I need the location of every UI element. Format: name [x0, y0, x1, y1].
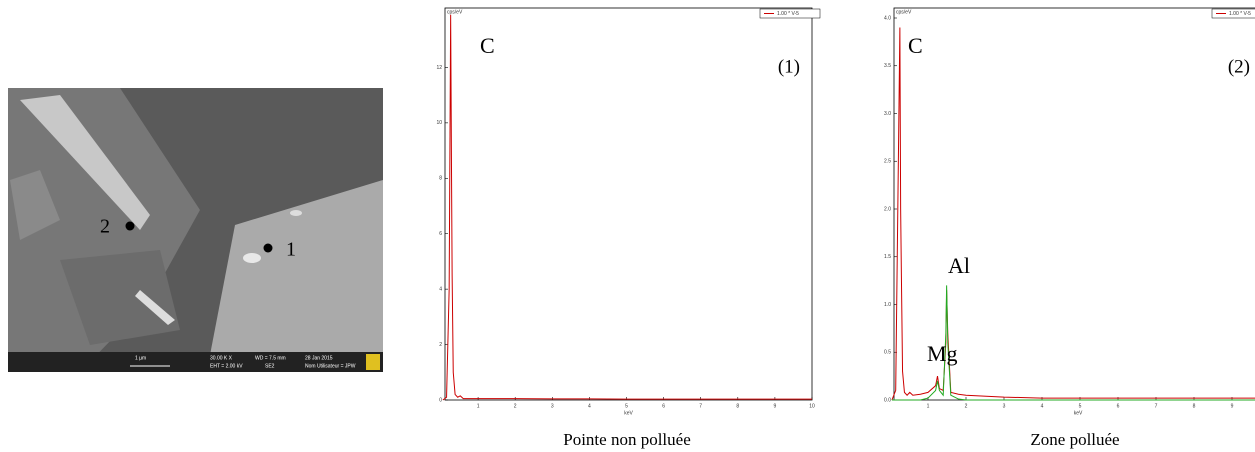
y-tick-label: 6 [439, 231, 442, 237]
x-tick-label: 8 [1193, 403, 1196, 409]
legend-label: 1.00 * V-5 [1229, 11, 1251, 17]
x-axis-label: keV [1074, 410, 1083, 416]
x-tick-label: 9 [774, 403, 777, 409]
point-marker [263, 243, 273, 253]
point-label: 2 [100, 216, 110, 238]
spectrum-line [442, 14, 812, 401]
sem-info-text: 1 µm [135, 355, 146, 361]
x-axis-label: keV [624, 410, 633, 416]
spectrum-line [891, 285, 1255, 401]
sem-info: 1 µm 30.00 K X WD = 7.5 mm 28 Jan 2015 EHT =… [130, 355, 356, 369]
sem-info-text: Nom Utilisateur = JPW [305, 363, 356, 369]
x-tick-label: 9 [1231, 403, 1234, 409]
peak-label: Al [948, 253, 970, 278]
x-tick-label: 5 [1079, 403, 1082, 409]
x-tick-label: 1 [477, 403, 480, 409]
caption: Zone polluée [1030, 430, 1119, 449]
y-tick-label: 1.0 [884, 302, 891, 308]
sem-info-text: 28 Jan 2015 [305, 355, 333, 361]
sem-info-text: EHT = 2.00 kV [210, 363, 243, 369]
legend-label: 1.00 * V-5 [777, 11, 799, 17]
x-tick-label: 3 [1003, 403, 1006, 409]
point-marker [125, 221, 135, 231]
y-tick-label: 0.0 [884, 397, 891, 403]
y-tick-label: 0 [439, 397, 442, 403]
x-tick-label: 5 [625, 403, 628, 409]
peak-label: C [908, 33, 923, 58]
y-tick-label: 0.5 [884, 350, 891, 356]
y-tick-label: 4 [439, 286, 442, 292]
sem-info-text: WD = 7.5 mm [255, 355, 286, 361]
y-tick-label: 2 [439, 342, 442, 348]
y-tick-label: 1.5 [884, 254, 891, 260]
y-tick-label: 3.5 [884, 63, 891, 69]
y-tick-label: 3.0 [884, 111, 891, 117]
x-tick-label: 3 [551, 403, 554, 409]
y-axis-label: cps/eV [896, 9, 912, 15]
y-tick-label: 4.0 [884, 15, 891, 21]
x-tick-label: 1 [927, 403, 930, 409]
x-tick-label: 7 [1155, 403, 1158, 409]
legend-box [1211, 8, 1255, 19]
chart: 0.0 0.5 1.0 1.5 2.0 2.5 3.0 3.5 4.0 1 2 3 4 5 6 7 8 9 cps/… [884, 7, 1255, 449]
sem-info-text: SE2 [265, 363, 275, 369]
x-tick-label: 6 [662, 403, 665, 409]
y-tick-label: 10 [436, 120, 442, 126]
x-tick-label: 2 [514, 403, 517, 409]
legend-box [759, 8, 821, 19]
y-tick-label: 2.0 [884, 206, 891, 212]
y-tick-label: 8 [439, 176, 442, 182]
x-tick-label: 7 [699, 403, 702, 409]
x-tick-label: 4 [1041, 403, 1044, 409]
panel-tag: (1) [778, 56, 800, 77]
plot-frame [444, 7, 813, 401]
sem-image [8, 88, 383, 372]
x-tick-label: 2 [965, 403, 968, 409]
y-axis-label: cps/eV [447, 9, 463, 15]
x-tick-label: 10 [809, 403, 815, 409]
peak-label: C [480, 33, 495, 58]
sem-info-text: 30.00 K X [210, 355, 233, 361]
x-tick-label: 8 [736, 403, 739, 409]
y-tick-label: 2.5 [884, 159, 891, 165]
peak-label: Mg [927, 341, 958, 366]
panel-tag: (2) [1228, 56, 1250, 77]
x-tick-label: 4 [588, 403, 591, 409]
caption: Pointe non polluée [563, 430, 690, 449]
y-tick-label: 12 [436, 65, 442, 71]
point-label: 1 [286, 239, 296, 261]
x-tick-label: 6 [1117, 403, 1120, 409]
